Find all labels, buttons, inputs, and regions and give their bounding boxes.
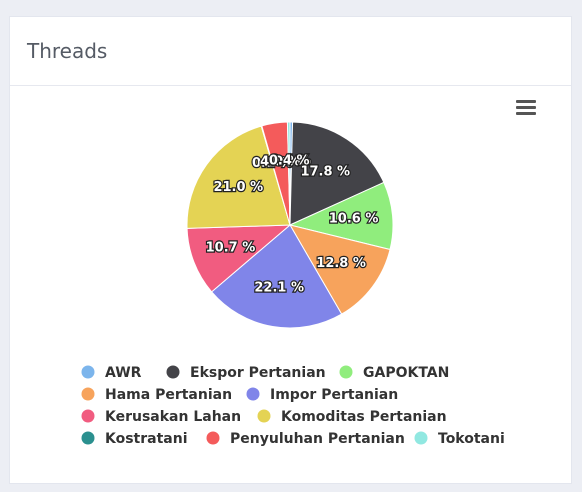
pie-labels: 0.4 %17.8 % 10.6 % 12.8 % 22.1 % 10.7 % 21.0 … — [204, 152, 379, 296]
slice-label-awr: 0.4 % — [271, 154, 312, 169]
card-title: Threads — [27, 39, 108, 63]
slice-label-impor-pertanian: 22.1 % — [254, 280, 304, 295]
slice-label-kerusakan-lahan: 10.7 % — [206, 241, 256, 256]
chart-legend: AWR Ekspor Pertanian GAPOKTAN Hama Pertania… — [81, 365, 505, 447]
legend-label-tokotani: Tokotani — [438, 431, 505, 447]
legend-item-hama-pertanian[interactable]: Hama Pertanian — [81, 387, 233, 403]
slice-label-komoditas-pertanian: 21.0 % — [213, 180, 263, 195]
pie-slices — [186, 121, 394, 329]
legend-label-awr: AWR — [105, 365, 142, 381]
legend-item-tokotani[interactable]: Tokotani — [414, 431, 505, 447]
pie-slice-hama-pertanian[interactable] — [288, 224, 391, 315]
legend-marker-kostratani — [81, 431, 95, 445]
pie-slice-gapoktan[interactable] — [288, 181, 394, 251]
legend-marker-impor-pertanian — [246, 387, 260, 401]
pie-slice-ekspor-pertanian[interactable] — [289, 121, 385, 226]
legend-label-kostratani: Kostratani — [105, 431, 188, 447]
legend-label-kerusakan-lahan: Kerusakan Lahan — [105, 409, 241, 425]
legend-item-penyuluhan-pertanian[interactable]: Penyuluhan Pertanian — [206, 431, 405, 447]
legend-marker-penyuluhan-pertanian — [206, 431, 220, 445]
legend-label-penyuluhan-pertanian: Penyuluhan Pertanian — [230, 431, 405, 447]
legend-marker-tokotani — [414, 431, 428, 445]
legend-item-komoditas-pertanian[interactable]: Komoditas Pertanian — [257, 409, 447, 425]
legend-marker-gapoktan — [339, 365, 353, 379]
pie-slice-tokotani[interactable] — [286, 121, 291, 226]
legend-marker-ekspor-pertanian — [166, 365, 180, 379]
legend-item-ekspor-pertanian[interactable]: Ekspor Pertanian — [166, 365, 326, 381]
hamburger-menu-icon[interactable] — [514, 98, 538, 118]
legend-label-gapoktan: GAPOKTAN — [363, 365, 449, 381]
slice-label-penyuluhan-pertanian: 4.0 % — [260, 154, 301, 169]
legend-marker-kerusakan-lahan — [81, 409, 95, 423]
pie-slice-impor-pertanian[interactable] — [210, 224, 343, 329]
slice-label-gapoktan: 10.6 % — [329, 212, 379, 227]
pie-slice-komoditas-pertanian[interactable] — [186, 125, 291, 229]
legend-item-kostratani[interactable]: Kostratani — [81, 431, 188, 447]
legend-marker-awr — [81, 365, 95, 379]
slice-label-ekspor-pertanian: 17.8 % — [300, 164, 350, 179]
legend-marker-komoditas-pertanian — [257, 409, 271, 423]
slice-label-hama-pertanian: 12.8 % — [316, 256, 366, 271]
legend-item-gapoktan[interactable]: GAPOKTAN — [339, 365, 450, 381]
slice-label-tokotani: 0.4 % — [269, 154, 310, 169]
legend-item-impor-pertanian[interactable]: Impor Pertanian — [246, 387, 399, 403]
slice-label-kostratani: 0.1 % — [252, 156, 293, 171]
legend-label-komoditas-pertanian: Komoditas Pertanian — [281, 409, 447, 425]
pie-slice-kerusakan-lahan[interactable] — [186, 224, 292, 293]
legend-item-awr[interactable]: AWR — [81, 365, 142, 381]
legend-item-kerusakan-lahan[interactable]: Kerusakan Lahan — [81, 409, 242, 425]
legend-label-hama-pertanian: Hama Pertanian — [105, 387, 232, 403]
legend-label-impor-pertanian: Impor Pertanian — [270, 387, 398, 403]
legend-label-ekspor-pertanian: Ekspor Pertanian — [190, 365, 326, 381]
legend-marker-hama-pertanian — [81, 387, 95, 401]
card-header: Threads — [10, 17, 571, 86]
